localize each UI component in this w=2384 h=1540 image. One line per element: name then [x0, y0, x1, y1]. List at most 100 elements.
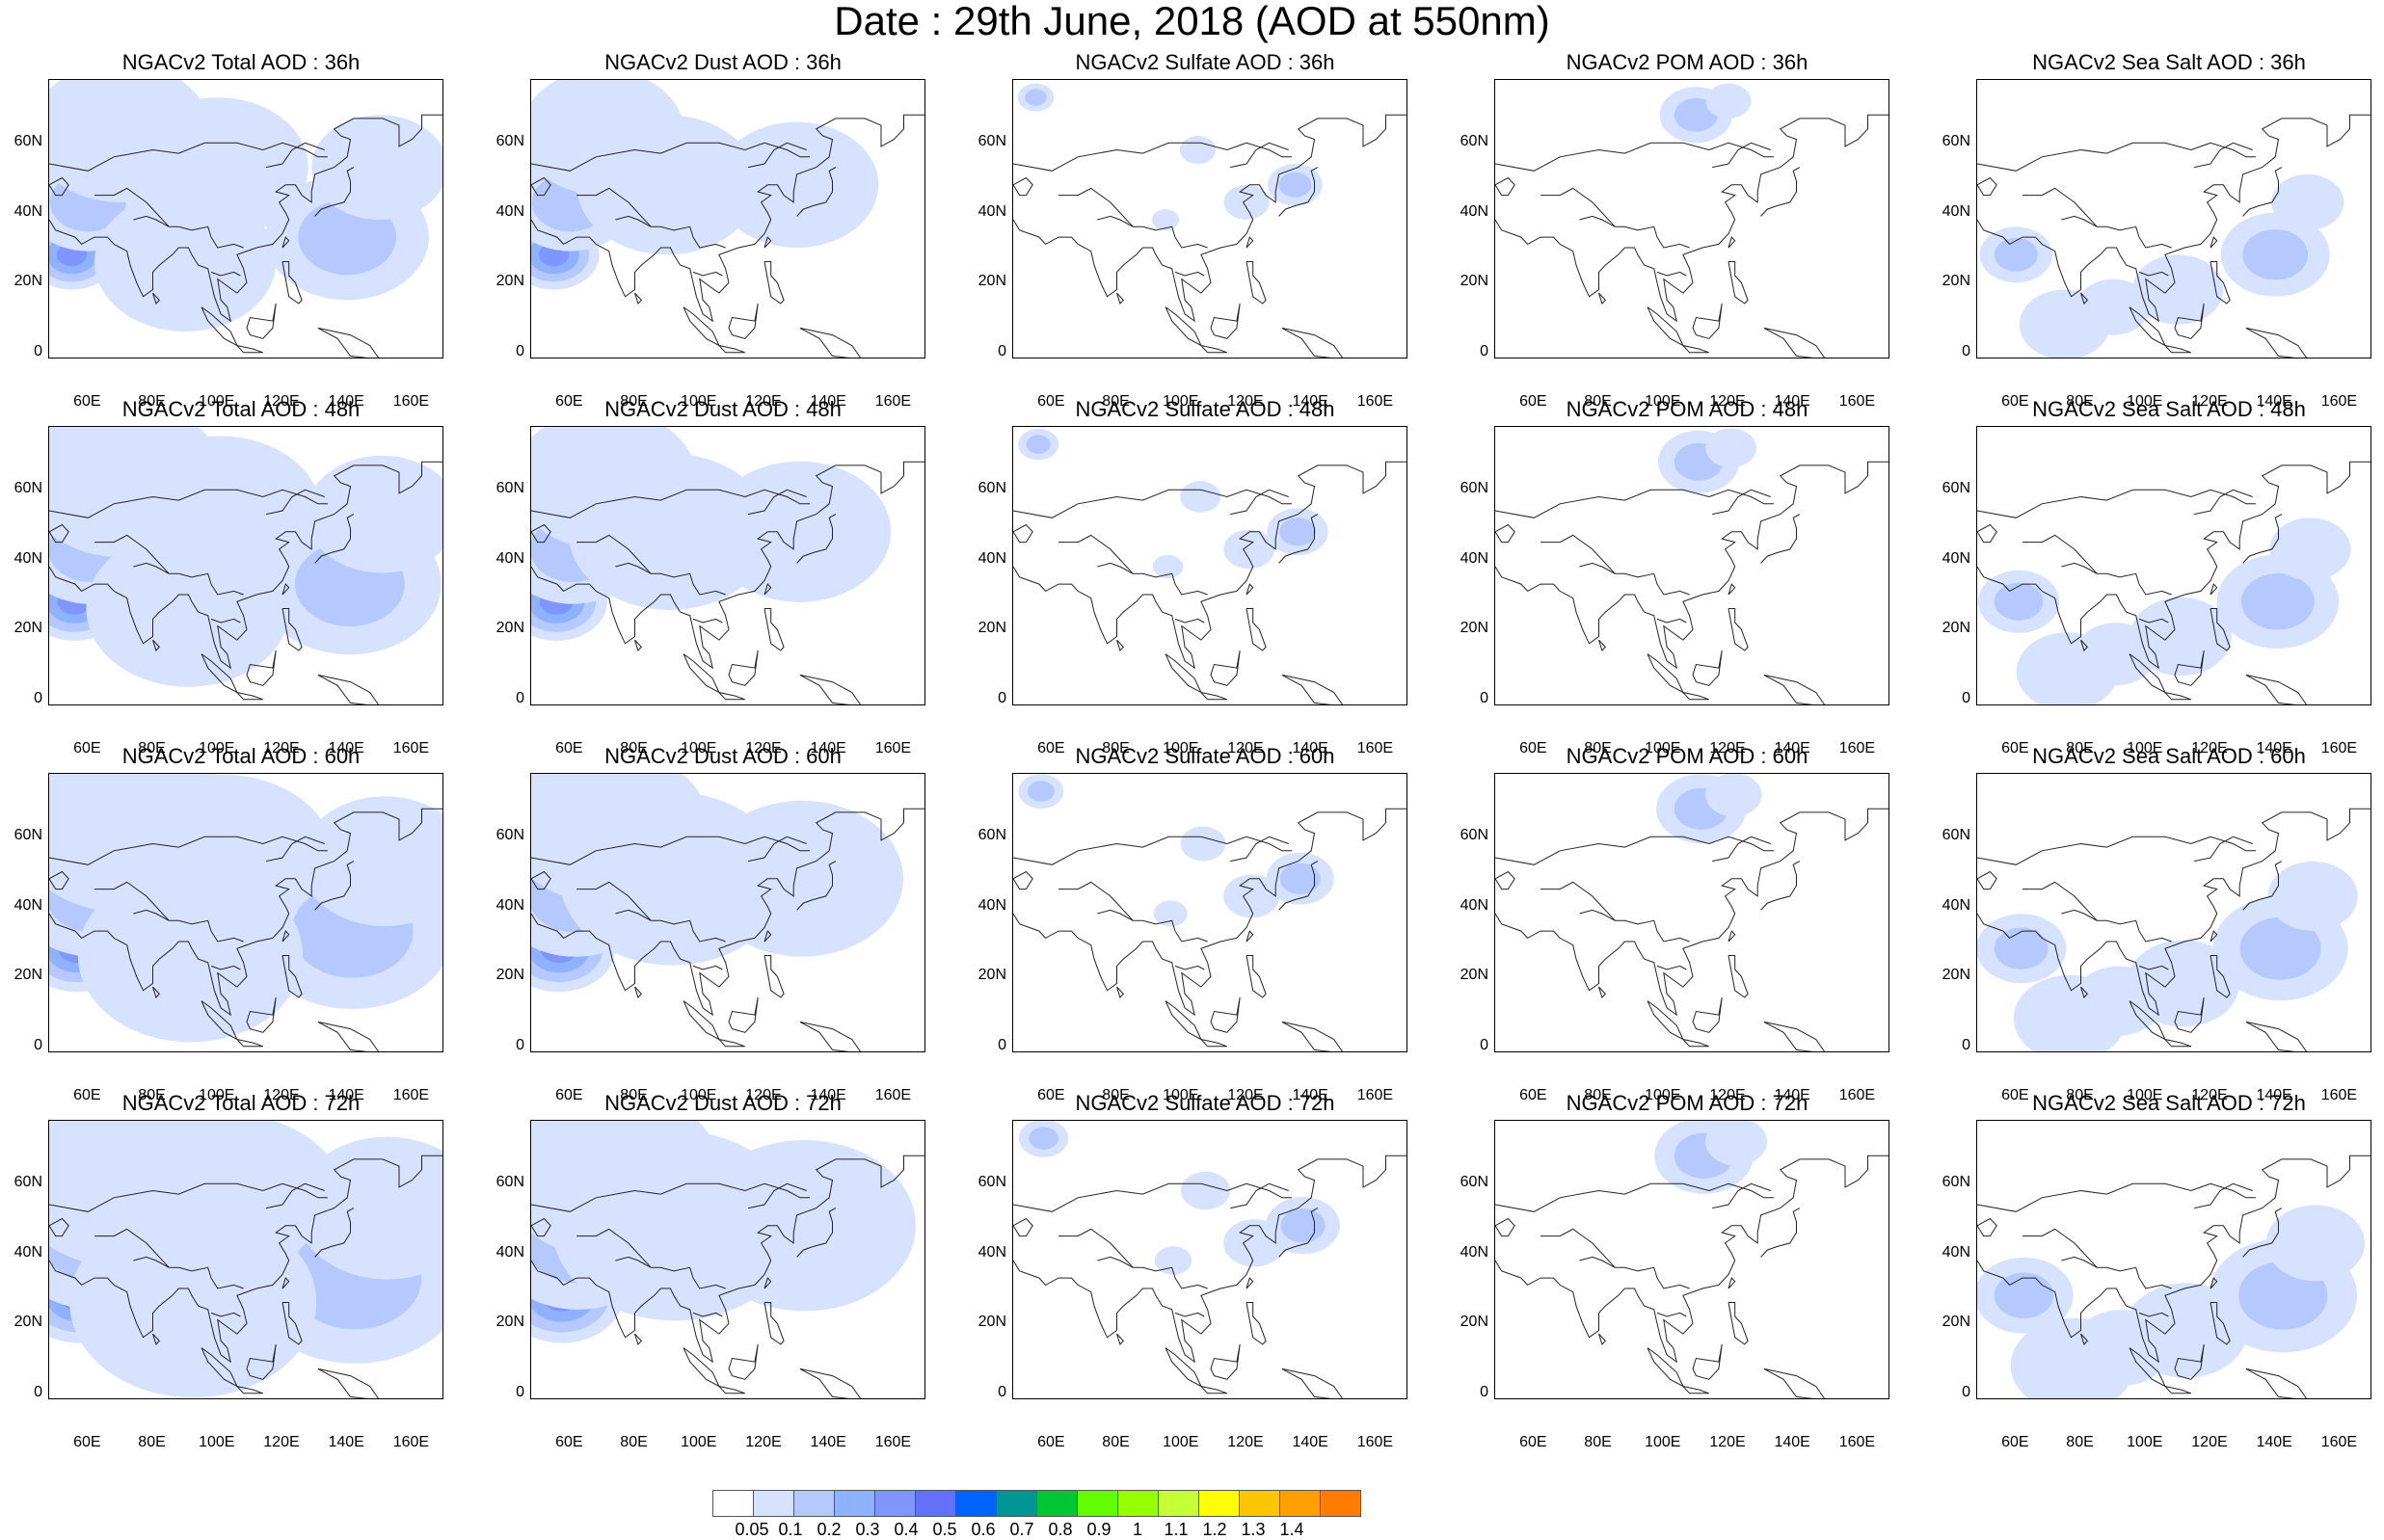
aod-contour: [1705, 774, 1762, 817]
lat-tick-label: 0: [998, 1383, 1006, 1400]
coastline: [2164, 692, 2191, 701]
lat-tick-label: 0: [1480, 1036, 1488, 1053]
lat-tick-label: 20N: [496, 1314, 524, 1331]
lon-tick-label: 60E: [1519, 1434, 1547, 1450]
coastline: [531, 1217, 551, 1237]
coastline: [2061, 1256, 2098, 1268]
coastline: [2174, 650, 2205, 686]
coastline: [1495, 836, 1774, 865]
lat-tick-label: 0: [998, 342, 1006, 359]
aod-contour: [1278, 172, 1312, 198]
coastline: [1200, 692, 1227, 701]
aod-field: [1013, 428, 1406, 704]
lat-tick-label: 40N: [1460, 202, 1488, 220]
lon-tick-label: 60E: [2001, 1434, 2029, 1450]
coastline: [1058, 187, 1208, 249]
lon-tick-label: 60E: [73, 393, 101, 410]
coastline: [1977, 114, 2371, 323]
map-plot-area: [530, 1120, 925, 1399]
lat-tick-label: 60N: [1460, 133, 1488, 150]
lat-tick-label: 60N: [13, 1174, 42, 1191]
lon-tick-label: 140E: [810, 740, 846, 757]
lon-tick-label: 160E: [392, 740, 430, 757]
map-panel: NGACv2 Dust AOD : 72h 60N 40N 20N 0 60E 80E 100…: [482, 1091, 964, 1467]
panel-title: NGACv2 Sulfate AOD : 72h: [1075, 1091, 1335, 1115]
coastline: [1540, 881, 1690, 943]
panel-title: NGACv2 Total AOD : 60h: [121, 744, 361, 768]
coastline: [2210, 583, 2218, 596]
coastline: [748, 836, 807, 863]
aod-contour: [714, 121, 879, 248]
panel-title: NGACv2 Sea Salt AOD : 36h: [2032, 50, 2306, 74]
coastline: [1598, 1333, 1606, 1345]
coastline: [2210, 930, 2218, 943]
lon-tick-label: 60E: [2001, 393, 2029, 410]
coastline: [692, 271, 723, 277]
lat-tick-label: 60N: [978, 1174, 1006, 1191]
lon-tick-label: 80E: [2066, 393, 2094, 410]
lat-tick-label: 60N: [1942, 1174, 1970, 1191]
coastline: [1728, 236, 1736, 249]
aod-field: [49, 427, 442, 704]
map-plot-area: [48, 773, 443, 1052]
lon-tick-label: 80E: [1102, 740, 1130, 757]
lon-tick-label: 140E: [1774, 393, 1810, 410]
coastline: [2164, 1386, 2191, 1394]
coastline: [1579, 562, 1616, 574]
coastline: [266, 489, 325, 516]
map-panel: NGACv2 Sea Salt AOD : 60h 60N 40N 20N 0 60E 80…: [1928, 744, 2384, 1120]
coastline: [1246, 608, 1267, 651]
coastline: [763, 583, 772, 596]
lon-tick-label: 100E: [1163, 740, 1199, 757]
colorbar-swatch: [1117, 1490, 1159, 1517]
coastline: [281, 1277, 290, 1289]
coastline: [634, 1333, 642, 1345]
coastline: [246, 1343, 277, 1380]
lon-tick-label: 100E: [1645, 1434, 1681, 1450]
coastline: [634, 986, 642, 998]
panel-title: NGACv2 POM AOD : 36h: [1566, 50, 1808, 74]
coastline: [1760, 167, 1801, 217]
lon-tick-label: 80E: [1584, 1434, 1612, 1450]
coastline: [1210, 303, 1241, 339]
coastline: [763, 1277, 772, 1289]
coastline: [49, 1217, 69, 1237]
coastline: [1200, 1386, 1227, 1394]
coastline: [796, 167, 837, 217]
coastline: [1013, 461, 1406, 670]
lon-tick-label: 60E: [73, 1087, 101, 1103]
lon-tick-label: 140E: [328, 393, 364, 410]
lat-tick-label: 40N: [13, 202, 42, 220]
coastline: [728, 650, 759, 686]
coastline: [1165, 653, 1202, 694]
coastline: [531, 1155, 924, 1364]
aod-contour: [1705, 1121, 1768, 1166]
aod-contour: [1153, 900, 1188, 927]
aod-contour: [531, 1121, 722, 1260]
coastline: [1097, 909, 1134, 921]
aod-contour: [1151, 209, 1180, 230]
lat-tick-label: 40N: [978, 896, 1006, 914]
coastline: [1230, 836, 1289, 863]
coastline: [1692, 303, 1723, 339]
colorbar-swatch: [1279, 1490, 1321, 1517]
coastline: [2194, 836, 2253, 863]
coastline: [1281, 1021, 1344, 1051]
coastline: [1495, 523, 1515, 544]
coastline: [1278, 861, 1319, 911]
map-panel: NGACv2 Sea Salt AOD : 72h 60N 40N 20N 0 60E 80…: [1928, 1091, 2384, 1467]
lat-tick-label: 20N: [1460, 1314, 1488, 1331]
coastline: [1116, 639, 1124, 651]
panel-title: NGACv2 Dust AOD : 60h: [604, 744, 842, 768]
coastline: [634, 639, 642, 651]
map-plot-area: [1976, 773, 2371, 1052]
coastline: [266, 142, 325, 169]
lat-tick-label: 20N: [978, 620, 1006, 637]
colorbar-label: 0.1: [778, 1520, 803, 1539]
coastline: [1977, 176, 1997, 197]
colorbar-label: 0.3: [855, 1520, 880, 1539]
aod-field: [531, 427, 924, 704]
lon-tick-label: 120E: [2191, 1434, 2228, 1450]
lon-tick-label: 80E: [620, 740, 648, 757]
aod-field: [1977, 461, 2371, 704]
